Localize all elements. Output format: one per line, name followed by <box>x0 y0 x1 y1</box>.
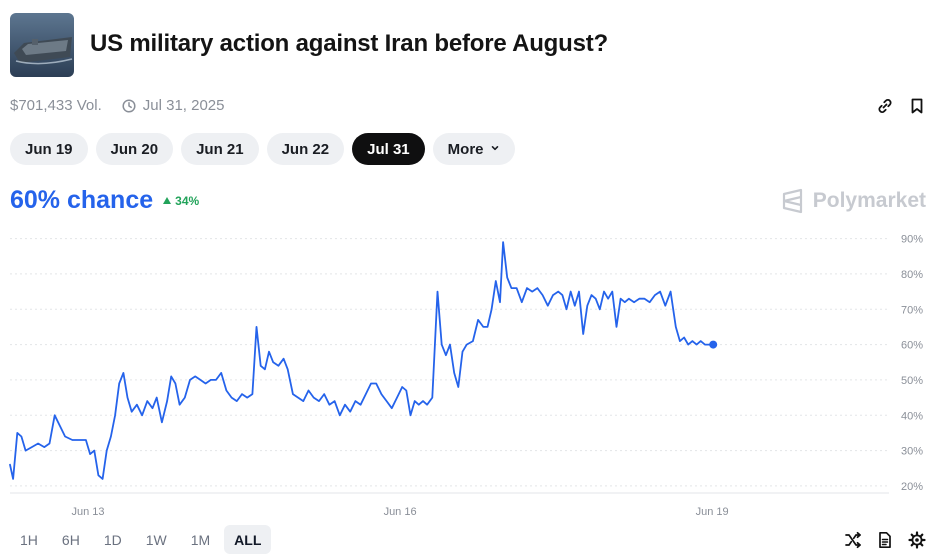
date-tabs: Jun 19 Jun 20 Jun 21 Jun 22 Jul 31 More <box>10 133 515 165</box>
end-date: Jul 31, 2025 <box>122 97 225 114</box>
shuffle-icon[interactable] <box>844 531 862 549</box>
date-tab-jun-20[interactable]: Jun 20 <box>95 133 174 165</box>
date-tab-jun-22[interactable]: Jun 22 <box>266 133 345 165</box>
y-tick-label: 60% <box>901 340 923 352</box>
y-tick-label: 90% <box>901 234 923 246</box>
link-icon[interactable] <box>876 97 894 115</box>
date-tab-jun-19[interactable]: Jun 19 <box>10 133 88 165</box>
date-tab-label: Jun 19 <box>25 140 73 158</box>
current-value-dot <box>709 340 718 349</box>
document-icon[interactable] <box>876 531 894 549</box>
date-tab-label: Jun 22 <box>281 140 330 158</box>
date-tab-jul-31[interactable]: Jul 31 <box>352 133 425 165</box>
top-actions <box>876 97 926 115</box>
range-label: 1M <box>190 531 211 548</box>
end-date-text: Jul 31, 2025 <box>142 97 225 114</box>
polymarket-logo: Polymarket <box>781 188 926 214</box>
chance-value: 60% chance <box>10 186 154 214</box>
market-title: US military action against Iran before A… <box>90 30 609 57</box>
brand-name: Polymarket <box>812 189 926 212</box>
change-badge: 34% <box>163 194 199 208</box>
probability-display: 60% chance 34% <box>10 186 199 215</box>
chart-actions <box>844 531 926 549</box>
range-label: 6H <box>61 531 80 548</box>
chevron-down-icon <box>490 143 500 156</box>
range-1w-button[interactable]: 1W <box>136 525 177 554</box>
y-tick-label: 80% <box>901 269 923 281</box>
volume-text: $701,433 Vol. <box>10 97 102 114</box>
date-tab-label: Jun 20 <box>110 140 159 158</box>
y-tick-label: 40% <box>901 410 923 422</box>
more-dropdown[interactable]: More <box>432 133 515 165</box>
series-line <box>9 241 715 480</box>
clock-icon <box>122 98 136 113</box>
range-label: ALL <box>234 531 262 548</box>
date-tab-label: Jul 31 <box>367 140 410 158</box>
y-tick-label: 50% <box>901 375 923 387</box>
market-thumbnail <box>10 13 74 77</box>
date-tab-jun-21[interactable]: Jun 21 <box>181 133 259 165</box>
polymarket-logo-icon <box>782 188 802 214</box>
price-chart[interactable]: 20% 30% 40% 50% 60% 70% 80% 90% Jun 13 Jun 16 Jun… <box>0 228 938 520</box>
range-1m-button[interactable]: 1M <box>181 525 220 554</box>
y-tick-label: 70% <box>901 304 923 316</box>
market-meta: $701,433 Vol. Jul 31, 2025 <box>10 97 225 114</box>
time-range-selector: 1H 6H 1D 1W 1M ALL <box>10 525 272 554</box>
range-label: 1W <box>145 531 167 548</box>
date-tab-label: Jun 21 <box>196 140 244 158</box>
change-value: 34% <box>175 193 200 208</box>
y-tick-label: 20% <box>901 481 923 493</box>
bookmark-icon[interactable] <box>908 97 926 115</box>
x-tick-label: Jun 19 <box>696 506 729 518</box>
range-label: 1D <box>103 531 122 548</box>
range-1d-button[interactable]: 1D <box>94 525 132 554</box>
up-arrow-icon <box>163 197 172 204</box>
range-6h-button[interactable]: 6H <box>52 525 90 554</box>
gear-icon[interactable] <box>908 531 926 549</box>
range-1h-button[interactable]: 1H <box>10 525 48 554</box>
x-tick-label: Jun 16 <box>384 506 417 518</box>
range-all-button[interactable]: ALL <box>224 525 272 554</box>
x-tick-label: Jun 13 <box>72 506 105 518</box>
range-label: 1H <box>20 531 38 548</box>
y-tick-label: 30% <box>901 446 923 458</box>
more-label: More <box>447 140 484 158</box>
